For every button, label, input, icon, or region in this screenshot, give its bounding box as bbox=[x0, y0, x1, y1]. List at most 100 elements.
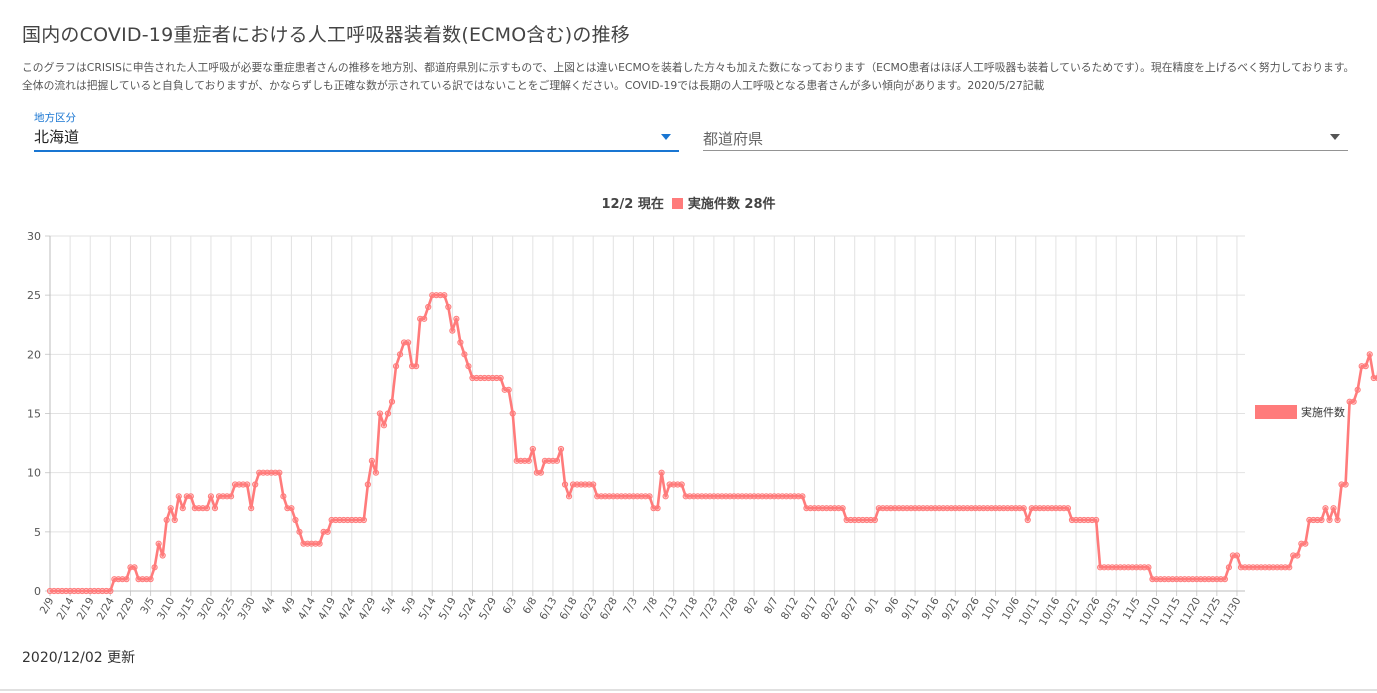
chart-legend[interactable]: 実施件数 bbox=[1255, 404, 1345, 420]
x-tick-label: 4/24 bbox=[336, 595, 358, 622]
x-tick-label: 11/30 bbox=[1218, 596, 1244, 628]
data-point bbox=[871, 516, 878, 524]
data-point bbox=[425, 303, 432, 311]
x-tick-label: 4/4 bbox=[259, 595, 278, 616]
data-point bbox=[1286, 564, 1293, 571]
x-tick-label: 5/29 bbox=[477, 596, 499, 622]
x-tick-label: 5/9 bbox=[400, 596, 419, 617]
y-tick-label: 0 bbox=[34, 585, 41, 598]
data-point bbox=[175, 493, 182, 500]
region-select-value: 北海道 bbox=[34, 128, 80, 146]
data-point bbox=[449, 327, 456, 334]
data-point bbox=[497, 374, 504, 382]
page-title: 国内のCOVID-19重症者における人工呼吸器装着数(ECMO含む)の推移 bbox=[22, 24, 630, 46]
x-tick-label: 10/1 bbox=[980, 596, 1002, 622]
updated-date: 2020/12/02 更新 bbox=[22, 650, 136, 666]
data-point bbox=[1334, 516, 1341, 524]
region-select-label: 地方区分 bbox=[34, 112, 76, 124]
data-point bbox=[276, 469, 283, 476]
x-tick-label: 6/13 bbox=[537, 596, 559, 622]
data-point bbox=[1233, 552, 1241, 559]
data-point bbox=[372, 469, 380, 476]
x-tick-label: 6/3 bbox=[500, 596, 519, 617]
data-point bbox=[561, 481, 569, 488]
data-point bbox=[280, 493, 287, 500]
x-tick-label: 6/8 bbox=[521, 596, 540, 617]
legend-label: 実施件数 bbox=[1301, 406, 1345, 419]
x-tick-label: 7/28 bbox=[718, 596, 740, 622]
x-tick-label: 2/14 bbox=[55, 595, 77, 622]
series-line bbox=[50, 293, 1377, 593]
x-tick-label: 7/13 bbox=[658, 596, 680, 622]
data-point bbox=[1322, 505, 1329, 512]
data-point bbox=[1302, 540, 1309, 547]
data-point bbox=[839, 505, 846, 512]
data-point bbox=[1318, 516, 1325, 524]
y-tick-label: 5 bbox=[34, 526, 41, 539]
chevron-down-icon[interactable] bbox=[1330, 134, 1340, 140]
y-tick-label: 15 bbox=[27, 408, 41, 421]
data-point bbox=[244, 481, 251, 488]
data-point bbox=[396, 351, 404, 358]
data-point bbox=[646, 493, 653, 500]
data-point bbox=[1354, 386, 1361, 393]
data-point bbox=[147, 576, 154, 583]
data-point bbox=[203, 505, 211, 512]
y-tick-label: 20 bbox=[27, 348, 41, 361]
data-point bbox=[525, 457, 532, 464]
data-point bbox=[296, 528, 303, 535]
data-point bbox=[292, 516, 299, 524]
x-tick-label: 2/24 bbox=[95, 595, 117, 622]
x-tick-label: 7/23 bbox=[698, 596, 720, 622]
x-tick-label: 4/9 bbox=[279, 596, 298, 617]
x-tick-label: 8/7 bbox=[762, 596, 781, 617]
data-point bbox=[1020, 505, 1027, 512]
data-point bbox=[252, 481, 259, 488]
y-tick-label: 10 bbox=[27, 467, 41, 480]
x-tick-label: 5/14 bbox=[417, 595, 439, 622]
data-point bbox=[388, 398, 396, 405]
chart-header: 12/2 現在 実施件数 28件 bbox=[0, 193, 1377, 212]
data-point bbox=[537, 469, 544, 476]
x-tick-label: 10/31 bbox=[1097, 596, 1123, 628]
data-point bbox=[1145, 564, 1152, 571]
data-point bbox=[107, 587, 114, 595]
x-tick-label: 4/19 bbox=[316, 596, 338, 622]
data-point bbox=[324, 528, 331, 535]
data-point bbox=[529, 445, 536, 453]
x-tick-label: 9/1 bbox=[863, 596, 882, 617]
data-point bbox=[163, 516, 170, 524]
data-point bbox=[421, 315, 428, 322]
data-point bbox=[557, 445, 565, 453]
data-point bbox=[179, 505, 186, 512]
x-tick-label: 6/28 bbox=[598, 596, 620, 622]
data-point bbox=[658, 469, 665, 476]
data-point bbox=[509, 410, 516, 417]
chevron-down-icon[interactable] bbox=[661, 134, 671, 140]
data-point bbox=[380, 422, 388, 429]
data-point bbox=[465, 363, 472, 370]
data-point bbox=[405, 339, 412, 346]
x-tick-label: 7/8 bbox=[641, 596, 660, 617]
prefecture-select[interactable]: 都道府県 bbox=[703, 108, 1348, 151]
data-point bbox=[123, 576, 130, 583]
data-point bbox=[155, 540, 162, 547]
x-tick-label: 8/17 bbox=[799, 596, 821, 622]
data-point bbox=[1024, 516, 1031, 524]
x-tick-label: 8/2 bbox=[742, 596, 761, 617]
x-tick-label: 7/3 bbox=[621, 596, 640, 617]
data-point bbox=[384, 410, 392, 417]
data-point bbox=[227, 493, 235, 500]
data-point bbox=[364, 481, 371, 488]
data-point bbox=[1064, 505, 1072, 512]
legend-swatch bbox=[1255, 405, 1297, 419]
data-point bbox=[413, 363, 420, 370]
data-point bbox=[376, 410, 384, 417]
chart-header-swatch bbox=[671, 198, 683, 209]
x-tick-label: 3/10 bbox=[155, 596, 177, 622]
data-point bbox=[553, 457, 561, 464]
data-point bbox=[368, 457, 375, 464]
x-tick-label: 4/14 bbox=[296, 595, 318, 622]
data-point bbox=[1093, 516, 1100, 524]
region-select[interactable]: 地方区分 北海道 bbox=[34, 108, 679, 152]
